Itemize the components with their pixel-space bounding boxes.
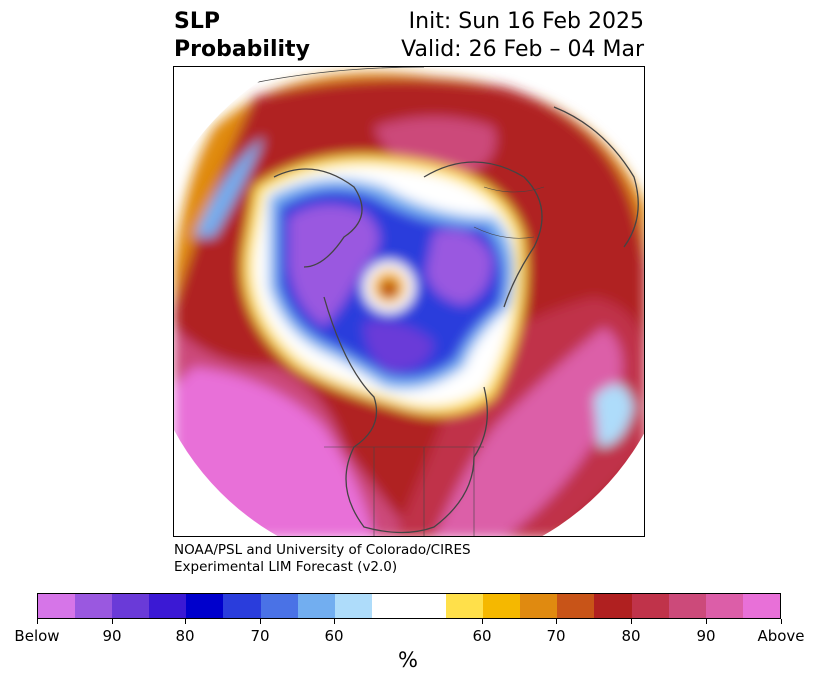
title-variable: SLP (174, 9, 220, 34)
colorbar-tick-label: 70 (250, 627, 270, 645)
init-date: Init: Sun 16 Feb 2025 (408, 9, 644, 34)
colorbar-segment (557, 594, 595, 618)
colorbar-segment (334, 594, 372, 618)
colorbar-segment (742, 594, 780, 618)
colorbar-tick-mark (482, 619, 483, 624)
map-title-right: Init: Sun 16 Feb 2025 Valid: 26 Feb – 04… (401, 8, 644, 64)
colorbar-tick-mark (37, 619, 38, 624)
colorbar-segment (223, 594, 261, 618)
polar-map-svg (174, 67, 644, 536)
colorbar-tick-mark (112, 619, 113, 624)
colorbar-segment (631, 594, 669, 618)
colorbar-segment (705, 594, 743, 618)
colorbar-tick-mark (334, 619, 335, 624)
title-type: Probability (174, 37, 310, 62)
colorbar-tick-label: Below (14, 627, 60, 645)
colorbar-unit: % (398, 648, 418, 672)
colorbar-tick-mark (706, 619, 707, 624)
colorbar-tick-label: 60 (324, 627, 344, 645)
colorbar-segment (297, 594, 335, 618)
map-title-left: SLP Probability (174, 8, 310, 64)
colorbar-tick-mark (185, 619, 186, 624)
colorbar-segment (668, 594, 706, 618)
colorbar-segment (260, 594, 298, 618)
colorbar-segment (446, 594, 484, 618)
colorbar-segment (483, 594, 521, 618)
colorbar-segment (594, 594, 632, 618)
colorbar-segment (520, 594, 558, 618)
colorbar-tick-label: 60 (472, 627, 492, 645)
credit-line1: NOAA/PSL and University of Colorado/CIRE… (174, 542, 471, 558)
credit-text: NOAA/PSL and University of Colorado/CIRE… (174, 542, 471, 576)
colorbar-tick-label: 70 (546, 627, 566, 645)
colorbar-tick-mark (556, 619, 557, 624)
colorbar-tick-mark (631, 619, 632, 624)
colorbar-segment (186, 594, 224, 618)
colorbar (37, 593, 781, 619)
colorbar-tick-label: Above (757, 627, 805, 645)
colorbar-segment (75, 594, 113, 618)
colorbar-segment (408, 594, 447, 618)
colorbar-segment (149, 594, 187, 618)
colorbar-segment (112, 594, 150, 618)
colorbar-tick-label: 80 (175, 627, 195, 645)
colorbar-segment (38, 594, 76, 618)
credit-line2: Experimental LIM Forecast (v2.0) (174, 559, 398, 575)
colorbar-tick-mark (781, 619, 782, 624)
colorbar-tick-label: 80 (621, 627, 641, 645)
colorbar-tick-label: 90 (696, 627, 716, 645)
colorbar-tick-mark (260, 619, 261, 624)
colorbar-tick-label: 90 (102, 627, 122, 645)
forecast-map (173, 66, 645, 537)
valid-range: Valid: 26 Feb – 04 Mar (401, 37, 644, 62)
colorbar-segment (371, 594, 409, 618)
